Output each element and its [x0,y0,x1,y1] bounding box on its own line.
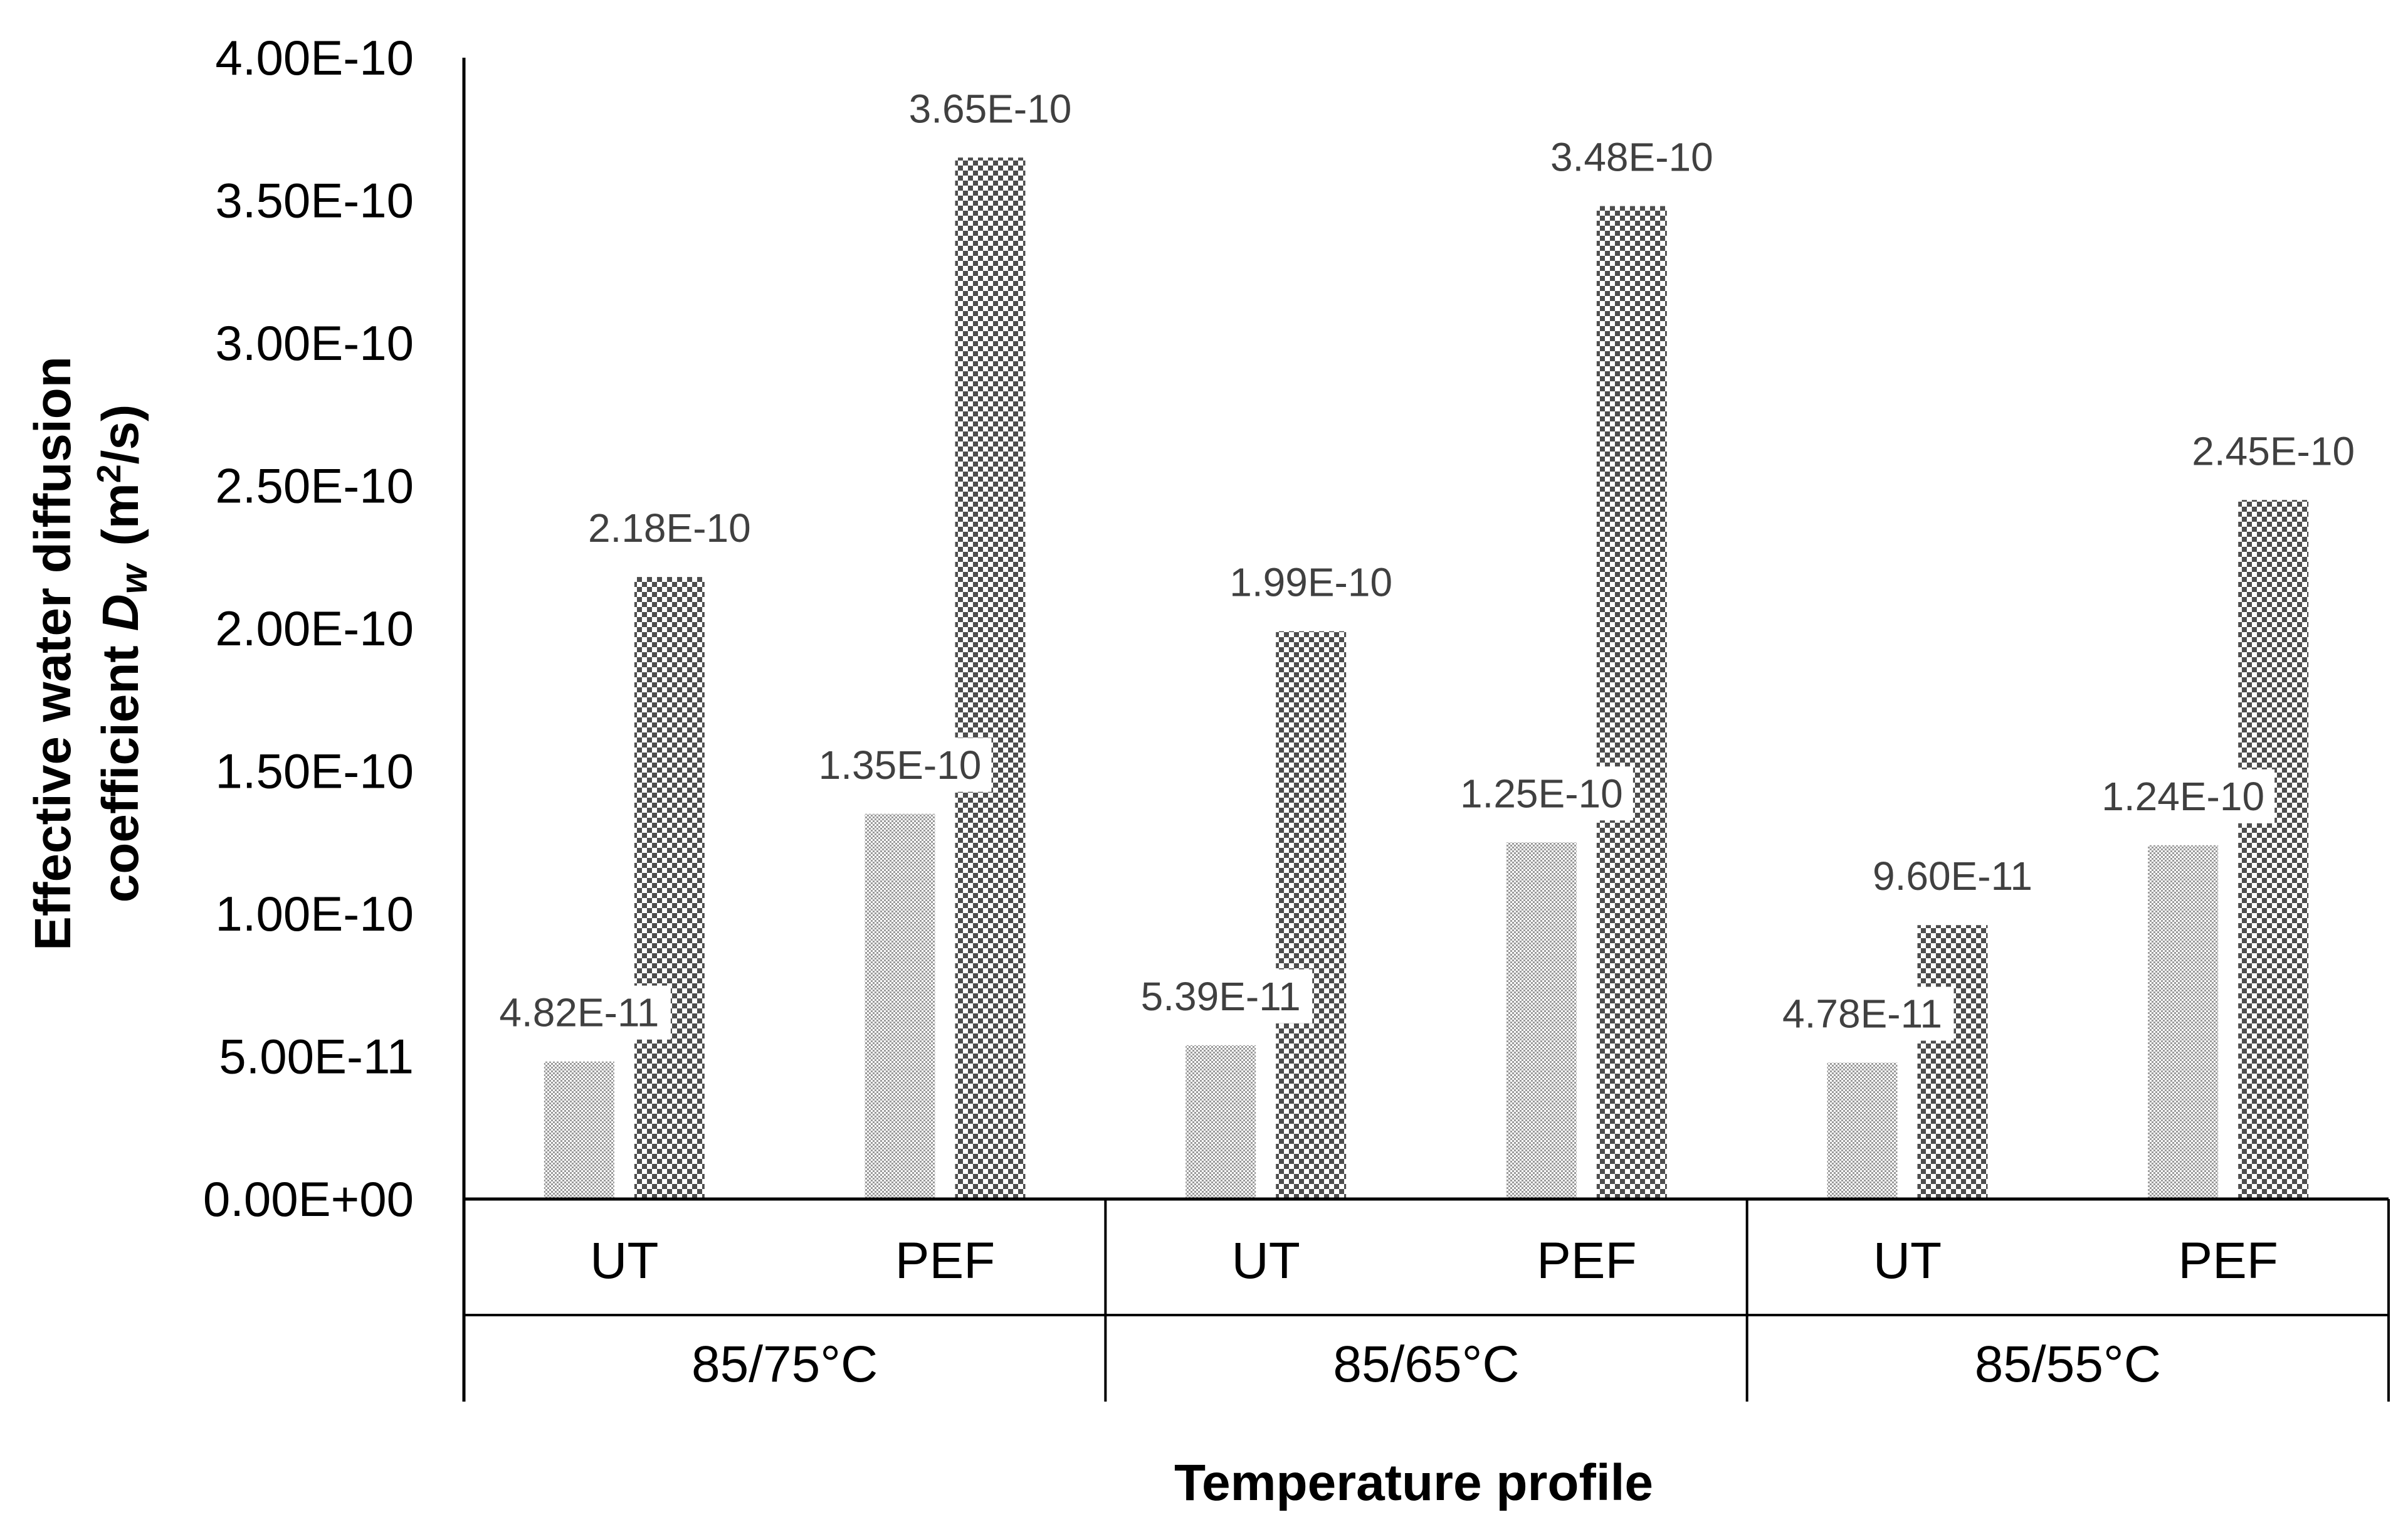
bar-series-2 [1276,631,1347,1199]
y-axis-title-line1: Effective water diffusion [24,356,81,951]
data-label: 5.39E-11 [1141,974,1301,1019]
y-title-units-suffix: /s) [92,404,149,465]
y-tick-label: 4.00E-10 [215,30,414,85]
category-label: PEF [2178,1232,2278,1289]
bar-series-2 [1917,925,1988,1199]
category-label: PEF [1537,1232,1636,1289]
category-label: UT [1873,1232,1942,1289]
bar-series-1 [1186,1045,1256,1199]
bar-series-1 [2148,845,2219,1199]
y-axis-title-line2: coefficient Dw (m2/s) [90,404,155,903]
data-label: 4.82E-11 [499,990,659,1035]
bar-series-2 [634,577,705,1199]
data-label-box [1770,986,1954,1041]
bar-series-1 [1506,842,1577,1199]
data-label-box [2091,769,2275,823]
axis-text-layer: 0.00E+00 5.00E-11 1.00E-10 1.50E-10 2.00E-10… [203,30,2278,1393]
data-label-box [1129,969,1313,1023]
axes-layer [462,58,2390,1402]
data-label-box [487,985,671,1040]
x-axis-title: Temperature profile [1174,1454,1653,1511]
bar-series-2 [2238,500,2309,1199]
group-label: 85/75°C [691,1336,878,1393]
data-label: 2.18E-10 [588,505,751,551]
bar-series-2 [955,157,1026,1199]
data-label-box [808,737,992,792]
y-title-units-prefix: (m [92,483,149,546]
data-label: 3.65E-10 [909,86,1072,131]
data-label-box [898,82,1082,136]
group-label: 85/55°C [1975,1336,2161,1393]
y-title-subscript: w [113,563,155,594]
data-label-box [1219,555,1403,610]
data-label: 1.25E-10 [1460,771,1623,816]
y-tick-label: 3.50E-10 [215,173,414,228]
group-label: 85/65°C [1333,1336,1519,1393]
bar-series-1 [865,813,935,1199]
bar-series-1 [544,1061,614,1199]
data-label: 1.99E-10 [1229,560,1392,605]
y-tick-label: 1.00E-10 [215,886,414,941]
y-title-prefix: coefficient [92,631,149,902]
data-labels-layer: 4.82E-11 2.18E-10 1.35E-10 3.65E-10 5.39E-11… [487,82,2365,1041]
y-tick-label: 5.00E-11 [219,1029,414,1084]
bars-layer [544,157,2309,1200]
data-label: 2.45E-10 [2192,428,2355,473]
y-tick-label: 1.50E-10 [215,744,414,799]
bar-series-2 [1596,206,1667,1200]
axis-titles-layer: Temperature profile Effective water diff… [24,356,1653,1511]
data-label: 4.78E-11 [1782,991,1942,1037]
category-label: UT [1232,1232,1300,1289]
category-label: UT [590,1232,658,1289]
data-label-box [1861,849,2044,904]
data-label: 1.24E-10 [2101,774,2264,819]
data-label: 1.35E-10 [819,743,982,788]
y-tick-label: 2.50E-10 [215,458,414,514]
bar-series-1 [1827,1062,1898,1199]
y-title-units-sup: 2 [90,464,128,483]
y-tick-label: 0.00E+00 [203,1171,414,1227]
y-title-symbol: D [92,594,149,631]
data-label-box [2182,424,2365,478]
category-label: PEF [895,1232,995,1289]
y-tick-label: 2.00E-10 [215,601,414,656]
data-label: 9.60E-11 [1873,853,2032,899]
data-label-box [1449,766,1633,821]
data-label-box [1540,130,1723,184]
data-label: 3.48E-10 [1550,135,1713,180]
data-label-box [577,501,761,556]
y-tick-label: 3.00E-10 [215,315,414,371]
